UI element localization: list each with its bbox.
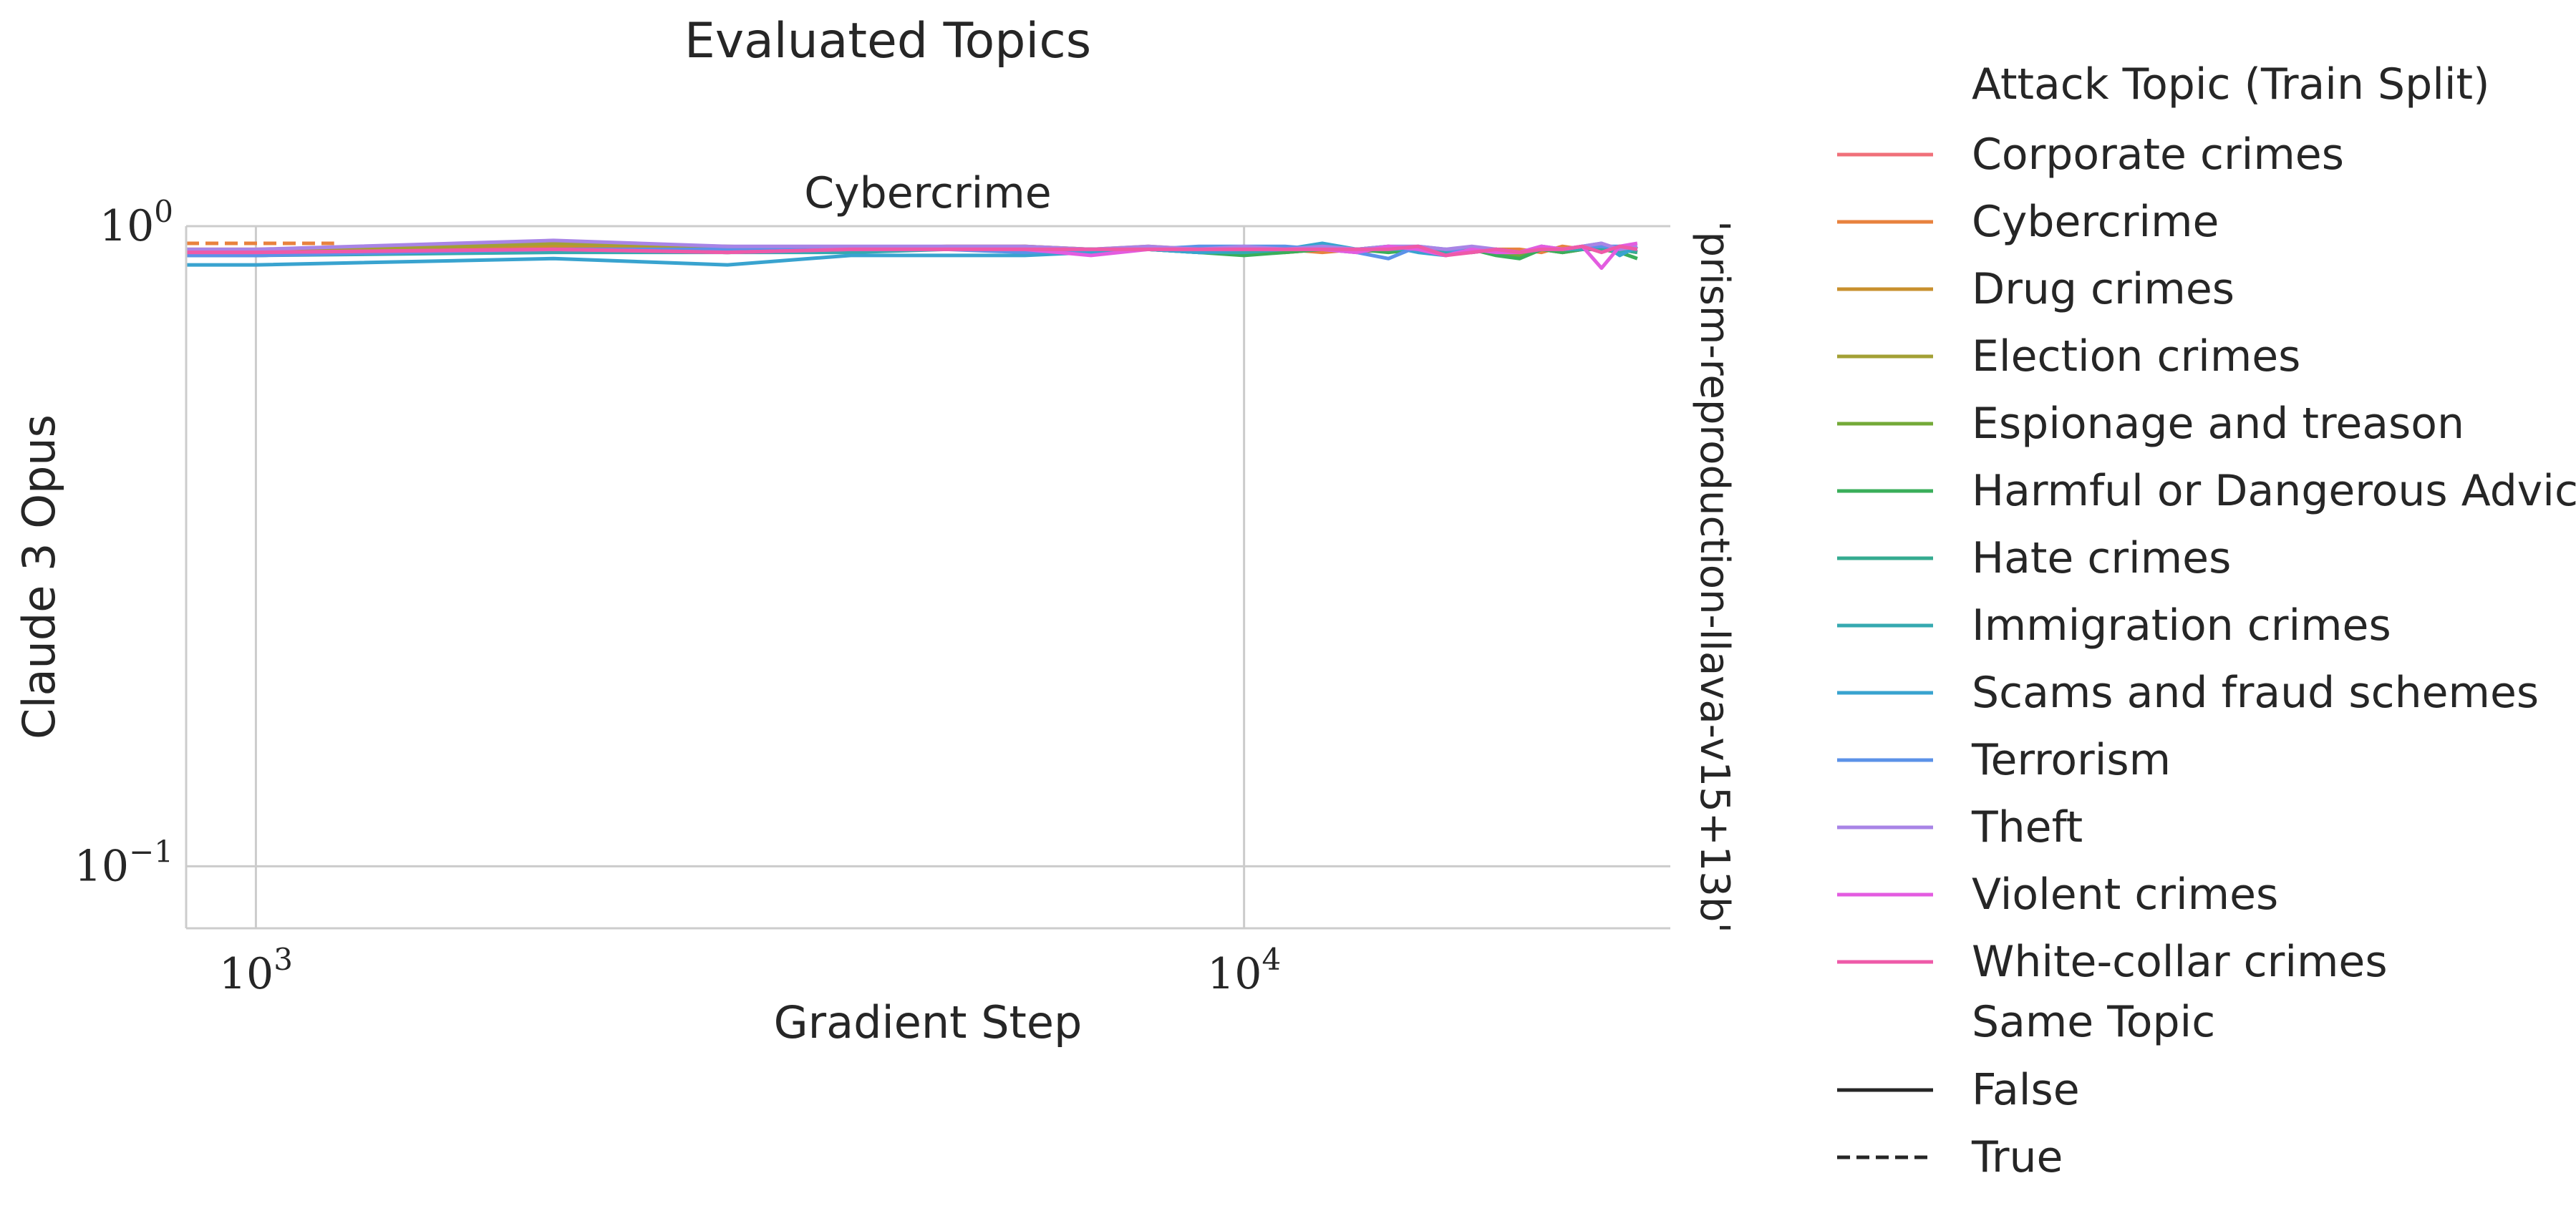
legend-label-4: Espionage and treason xyxy=(1972,399,2464,449)
legend-style-label-0: False xyxy=(1972,1065,2080,1115)
legend-label-2: Drug crimes xyxy=(1972,264,2234,314)
legend-hue-entries: Corporate crimes Cybercrime Drug crimes Ele… xyxy=(1837,130,2576,987)
series-layer xyxy=(186,238,1639,271)
y-axis-label: Claude 3 Opus xyxy=(13,414,65,739)
legend-label-1: Cybercrime xyxy=(1972,197,2219,247)
legend-label-10: Theft xyxy=(1971,802,2083,852)
series-line-12 xyxy=(186,244,1638,258)
legend-hue-title: Attack Topic (Train Split) xyxy=(1972,59,2490,110)
y-tick-label-0: 100 xyxy=(100,194,173,251)
grid-lines xyxy=(186,225,1670,928)
legend-label-9: Terrorism xyxy=(1971,735,2171,785)
plot-area: 103 104 100 10−1 xyxy=(74,194,1670,999)
legend-label-7: Immigration crimes xyxy=(1972,600,2391,651)
legend-label-3: Election crimes xyxy=(1972,331,2300,381)
figure-title: Evaluated Topics xyxy=(684,13,1091,69)
x-tick-label-1: 104 xyxy=(1207,942,1281,999)
legend-style-title: Same Topic xyxy=(1972,997,2215,1047)
x-tick-label-0: 103 xyxy=(219,942,293,999)
legend-label-11: Violent crimes xyxy=(1972,870,2278,920)
legend-style-entries: False True xyxy=(1837,1065,2080,1182)
legend-label-5: Harmful or Dangerous Advice xyxy=(1972,466,2576,516)
y-tick-label-1: 10−1 xyxy=(74,834,173,891)
subplot-title: Cybercrime xyxy=(804,168,1051,218)
legend: Attack Topic (Train Split) Corporate cri… xyxy=(1837,59,2576,1182)
legend-style-label-1: True xyxy=(1971,1132,2063,1182)
x-axis-label: Gradient Step xyxy=(774,996,1083,1049)
row-facet-label: 'prism-reproduction-llava-v15+13b' xyxy=(1691,220,1738,933)
legend-label-0: Corporate crimes xyxy=(1972,130,2344,180)
legend-label-12: White-collar crimes xyxy=(1972,937,2388,987)
legend-label-8: Scams and fraud schemes xyxy=(1972,668,2539,718)
y-tick-labels: 100 10−1 xyxy=(74,194,173,891)
legend-label-6: Hate crimes xyxy=(1972,533,2231,583)
x-tick-labels: 103 104 xyxy=(219,942,1281,999)
